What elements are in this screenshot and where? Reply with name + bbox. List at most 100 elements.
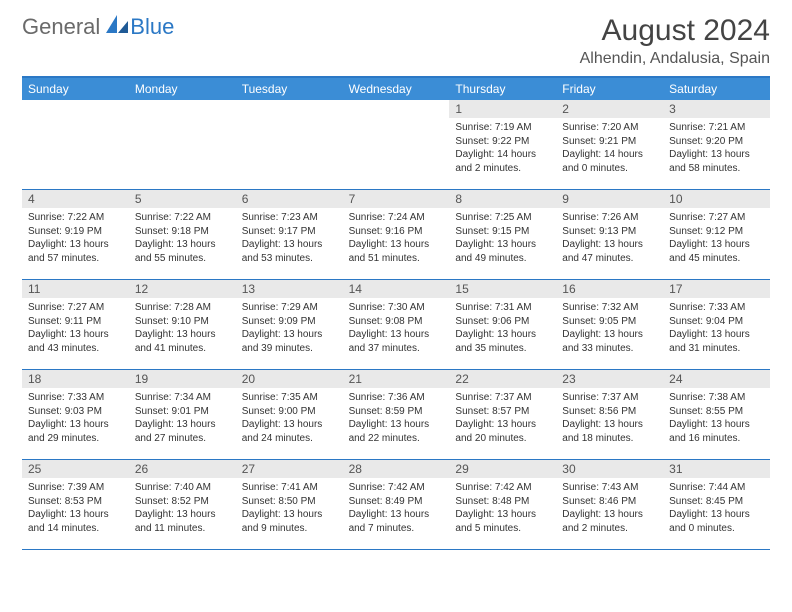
day-details: Sunrise: 7:26 AMSunset: 9:13 PMDaylight:… (556, 208, 663, 269)
day-number: 30 (556, 460, 663, 478)
day-details: Sunrise: 7:41 AMSunset: 8:50 PMDaylight:… (236, 478, 343, 539)
calendar-cell: 26Sunrise: 7:40 AMSunset: 8:52 PMDayligh… (129, 460, 236, 550)
calendar-cell: 12Sunrise: 7:28 AMSunset: 9:10 PMDayligh… (129, 280, 236, 370)
day-details: Sunrise: 7:36 AMSunset: 8:59 PMDaylight:… (343, 388, 450, 449)
calendar-cell: 7Sunrise: 7:24 AMSunset: 9:16 PMDaylight… (343, 190, 450, 280)
day-details: Sunrise: 7:22 AMSunset: 9:18 PMDaylight:… (129, 208, 236, 269)
day-details: Sunrise: 7:29 AMSunset: 9:09 PMDaylight:… (236, 298, 343, 359)
day-number: 8 (449, 190, 556, 208)
logo-text-blue: Blue (130, 14, 174, 40)
day-number: 12 (129, 280, 236, 298)
day-details: Sunrise: 7:27 AMSunset: 9:11 PMDaylight:… (22, 298, 129, 359)
day-number: 28 (343, 460, 450, 478)
day-details: Sunrise: 7:42 AMSunset: 8:49 PMDaylight:… (343, 478, 450, 539)
day-details: Sunrise: 7:24 AMSunset: 9:16 PMDaylight:… (343, 208, 450, 269)
day-number: 5 (129, 190, 236, 208)
day-details: Sunrise: 7:33 AMSunset: 9:03 PMDaylight:… (22, 388, 129, 449)
day-number: 3 (663, 100, 770, 118)
calendar-header-cell: Tuesday (236, 78, 343, 100)
day-details: Sunrise: 7:31 AMSunset: 9:06 PMDaylight:… (449, 298, 556, 359)
calendar-cell: 30Sunrise: 7:43 AMSunset: 8:46 PMDayligh… (556, 460, 663, 550)
day-details: Sunrise: 7:28 AMSunset: 9:10 PMDaylight:… (129, 298, 236, 359)
calendar-cell: 3Sunrise: 7:21 AMSunset: 9:20 PMDaylight… (663, 100, 770, 190)
day-details: Sunrise: 7:20 AMSunset: 9:21 PMDaylight:… (556, 118, 663, 179)
calendar-header-cell: Friday (556, 78, 663, 100)
day-details: Sunrise: 7:37 AMSunset: 8:57 PMDaylight:… (449, 388, 556, 449)
page-title: August 2024 (580, 14, 770, 48)
logo: General Blue (22, 14, 174, 40)
day-number: 19 (129, 370, 236, 388)
calendar-cell: 5Sunrise: 7:22 AMSunset: 9:18 PMDaylight… (129, 190, 236, 280)
day-number: 23 (556, 370, 663, 388)
calendar-cell: 28Sunrise: 7:42 AMSunset: 8:49 PMDayligh… (343, 460, 450, 550)
calendar-cell: 2Sunrise: 7:20 AMSunset: 9:21 PMDaylight… (556, 100, 663, 190)
day-number: 27 (236, 460, 343, 478)
day-details: Sunrise: 7:42 AMSunset: 8:48 PMDaylight:… (449, 478, 556, 539)
header: General Blue August 2024 Alhendin, Andal… (22, 14, 770, 68)
calendar-cell: 4Sunrise: 7:22 AMSunset: 9:19 PMDaylight… (22, 190, 129, 280)
day-number: 18 (22, 370, 129, 388)
day-number: 9 (556, 190, 663, 208)
calendar-cell: 20Sunrise: 7:35 AMSunset: 9:00 PMDayligh… (236, 370, 343, 460)
day-number: 22 (449, 370, 556, 388)
day-number: 14 (343, 280, 450, 298)
day-details: Sunrise: 7:22 AMSunset: 9:19 PMDaylight:… (22, 208, 129, 269)
calendar-cell: 10Sunrise: 7:27 AMSunset: 9:12 PMDayligh… (663, 190, 770, 280)
day-details: Sunrise: 7:32 AMSunset: 9:05 PMDaylight:… (556, 298, 663, 359)
day-number: 6 (236, 190, 343, 208)
calendar-cell: 18Sunrise: 7:33 AMSunset: 9:03 PMDayligh… (22, 370, 129, 460)
day-details: Sunrise: 7:33 AMSunset: 9:04 PMDaylight:… (663, 298, 770, 359)
calendar: SundayMondayTuesdayWednesdayThursdayFrid… (22, 76, 770, 550)
day-details: Sunrise: 7:25 AMSunset: 9:15 PMDaylight:… (449, 208, 556, 269)
day-details: Sunrise: 7:19 AMSunset: 9:22 PMDaylight:… (449, 118, 556, 179)
day-details: Sunrise: 7:21 AMSunset: 9:20 PMDaylight:… (663, 118, 770, 179)
calendar-cell-empty: .. (22, 100, 129, 190)
day-details: Sunrise: 7:40 AMSunset: 8:52 PMDaylight:… (129, 478, 236, 539)
calendar-header-cell: Monday (129, 78, 236, 100)
calendar-header-cell: Saturday (663, 78, 770, 100)
calendar-cell: 19Sunrise: 7:34 AMSunset: 9:01 PMDayligh… (129, 370, 236, 460)
day-number: 25 (22, 460, 129, 478)
calendar-cell-empty: .. (129, 100, 236, 190)
day-number: 15 (449, 280, 556, 298)
day-number: 31 (663, 460, 770, 478)
day-details: Sunrise: 7:34 AMSunset: 9:01 PMDaylight:… (129, 388, 236, 449)
day-number: 26 (129, 460, 236, 478)
day-number: 10 (663, 190, 770, 208)
title-block: August 2024 Alhendin, Andalusia, Spain (580, 14, 770, 68)
calendar-cell: 21Sunrise: 7:36 AMSunset: 8:59 PMDayligh… (343, 370, 450, 460)
calendar-cell-empty: .. (343, 100, 450, 190)
day-number: 29 (449, 460, 556, 478)
calendar-cell: 9Sunrise: 7:26 AMSunset: 9:13 PMDaylight… (556, 190, 663, 280)
calendar-cell: 25Sunrise: 7:39 AMSunset: 8:53 PMDayligh… (22, 460, 129, 550)
day-details: Sunrise: 7:43 AMSunset: 8:46 PMDaylight:… (556, 478, 663, 539)
calendar-cell: 27Sunrise: 7:41 AMSunset: 8:50 PMDayligh… (236, 460, 343, 550)
calendar-cell: 1Sunrise: 7:19 AMSunset: 9:22 PMDaylight… (449, 100, 556, 190)
calendar-cell-empty: .. (236, 100, 343, 190)
day-number: 24 (663, 370, 770, 388)
calendar-cell: 29Sunrise: 7:42 AMSunset: 8:48 PMDayligh… (449, 460, 556, 550)
calendar-cell: 14Sunrise: 7:30 AMSunset: 9:08 PMDayligh… (343, 280, 450, 370)
location-subtitle: Alhendin, Andalusia, Spain (580, 50, 770, 68)
day-details: Sunrise: 7:35 AMSunset: 9:00 PMDaylight:… (236, 388, 343, 449)
calendar-cell: 22Sunrise: 7:37 AMSunset: 8:57 PMDayligh… (449, 370, 556, 460)
day-number: 2 (556, 100, 663, 118)
calendar-cell: 15Sunrise: 7:31 AMSunset: 9:06 PMDayligh… (449, 280, 556, 370)
day-details: Sunrise: 7:30 AMSunset: 9:08 PMDaylight:… (343, 298, 450, 359)
day-number: 21 (343, 370, 450, 388)
day-details: Sunrise: 7:39 AMSunset: 8:53 PMDaylight:… (22, 478, 129, 539)
day-number: 7 (343, 190, 450, 208)
day-number: 20 (236, 370, 343, 388)
calendar-cell: 13Sunrise: 7:29 AMSunset: 9:09 PMDayligh… (236, 280, 343, 370)
day-number: 17 (663, 280, 770, 298)
calendar-cell: 17Sunrise: 7:33 AMSunset: 9:04 PMDayligh… (663, 280, 770, 370)
logo-text-general: General (22, 14, 100, 40)
day-number: 1 (449, 100, 556, 118)
calendar-cell: 31Sunrise: 7:44 AMSunset: 8:45 PMDayligh… (663, 460, 770, 550)
calendar-cell: 8Sunrise: 7:25 AMSunset: 9:15 PMDaylight… (449, 190, 556, 280)
day-number: 16 (556, 280, 663, 298)
day-details: Sunrise: 7:38 AMSunset: 8:55 PMDaylight:… (663, 388, 770, 449)
calendar-header-row: SundayMondayTuesdayWednesdayThursdayFrid… (22, 78, 770, 100)
calendar-cell: 24Sunrise: 7:38 AMSunset: 8:55 PMDayligh… (663, 370, 770, 460)
calendar-cell: 23Sunrise: 7:37 AMSunset: 8:56 PMDayligh… (556, 370, 663, 460)
